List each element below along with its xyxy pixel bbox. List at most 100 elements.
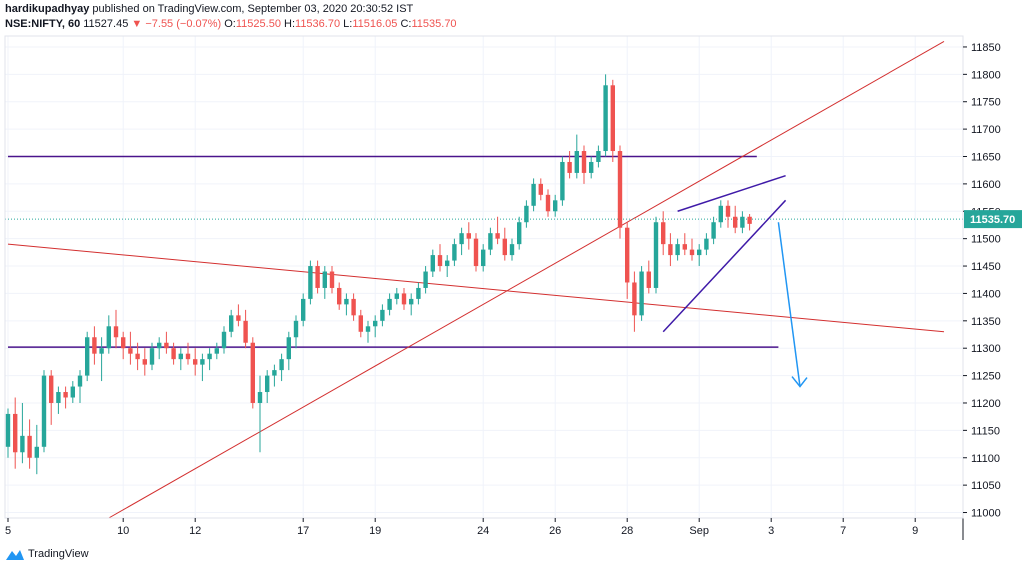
candle-body bbox=[315, 266, 320, 288]
price-tick-label: 11050 bbox=[971, 480, 1001, 492]
candle bbox=[193, 348, 198, 376]
candle bbox=[337, 282, 342, 310]
candle bbox=[272, 364, 277, 387]
candles bbox=[5, 74, 752, 475]
trend-line bbox=[7, 243, 945, 333]
candle bbox=[675, 238, 680, 261]
candle bbox=[531, 178, 536, 212]
candle bbox=[473, 233, 479, 272]
candle-body bbox=[257, 392, 263, 403]
close-value: 11535.70 bbox=[411, 18, 457, 30]
high-value: 11536.70 bbox=[295, 18, 341, 30]
candle-body bbox=[625, 227, 630, 283]
candle-body bbox=[740, 216, 745, 228]
candle-body bbox=[481, 249, 486, 267]
candle-body bbox=[718, 205, 723, 223]
time-tick-label: 3 bbox=[768, 525, 774, 537]
candle bbox=[625, 222, 630, 299]
time-tick-label: 26 bbox=[549, 525, 561, 537]
candle-body bbox=[243, 320, 248, 343]
candle bbox=[85, 331, 90, 382]
publisher-name[interactable]: hardikupadhyay bbox=[5, 3, 90, 15]
candle-body bbox=[27, 435, 32, 458]
candle-body bbox=[113, 326, 119, 338]
candle bbox=[293, 315, 299, 349]
price-tick-label: 11400 bbox=[971, 288, 1001, 300]
time-tick-label: 12 bbox=[189, 525, 201, 537]
candle-body bbox=[358, 315, 363, 332]
candle-body bbox=[589, 161, 594, 173]
trend-line bbox=[108, 41, 945, 519]
candle bbox=[373, 315, 378, 338]
time-tick-label: 5 bbox=[5, 525, 11, 537]
candle bbox=[401, 287, 407, 310]
candle-body bbox=[149, 348, 155, 365]
candle bbox=[725, 200, 731, 228]
candle bbox=[639, 266, 644, 321]
candle-body bbox=[517, 222, 522, 245]
candle bbox=[394, 287, 399, 305]
candle bbox=[718, 200, 723, 228]
price-tick-label: 11150 bbox=[971, 425, 1000, 437]
candle-body bbox=[185, 353, 191, 360]
time-tick-label: Sep bbox=[689, 525, 709, 537]
candle bbox=[279, 353, 284, 382]
candle-body bbox=[452, 244, 457, 261]
candle-body bbox=[63, 392, 68, 398]
candle-body bbox=[704, 238, 709, 250]
candle bbox=[617, 145, 623, 239]
forecast-arrow-line bbox=[777, 222, 801, 387]
candle-body bbox=[495, 233, 500, 239]
candle bbox=[632, 271, 637, 332]
price-tick-label: 11700 bbox=[971, 124, 1001, 136]
candle bbox=[329, 266, 335, 294]
time-tick-label: 10 bbox=[117, 525, 129, 537]
candle-body bbox=[646, 271, 651, 288]
candle bbox=[538, 178, 543, 201]
candle-body bbox=[5, 413, 11, 447]
time-tick-label: 9 bbox=[912, 525, 918, 537]
candle bbox=[682, 233, 687, 256]
candle bbox=[207, 348, 212, 371]
time-tick-label: 19 bbox=[369, 525, 381, 537]
candle bbox=[351, 293, 356, 321]
time-tick-label: 7 bbox=[840, 525, 846, 537]
close-label: C: bbox=[400, 18, 412, 30]
candle bbox=[488, 227, 493, 256]
change-text: −7.55 (−0.07%) bbox=[145, 18, 222, 30]
candle bbox=[243, 309, 248, 349]
price-tick-label: 11600 bbox=[971, 179, 1001, 191]
down-triangle-icon: ▼ bbox=[131, 18, 143, 30]
candle bbox=[121, 331, 126, 360]
candle bbox=[409, 293, 414, 316]
candle bbox=[171, 342, 176, 365]
footer-brand[interactable]: TradingView bbox=[28, 548, 89, 560]
candle-body bbox=[416, 287, 421, 299]
time-tick-label: 28 bbox=[621, 525, 633, 537]
candle bbox=[34, 424, 39, 475]
candle bbox=[704, 233, 709, 256]
candle bbox=[20, 402, 25, 464]
candle bbox=[63, 386, 68, 409]
candle bbox=[747, 214, 752, 231]
candle bbox=[322, 266, 327, 299]
candle bbox=[603, 74, 608, 157]
candle bbox=[221, 326, 227, 354]
candle bbox=[315, 260, 320, 294]
candle-body bbox=[171, 348, 176, 360]
candle-body bbox=[272, 370, 277, 376]
candle bbox=[711, 216, 716, 245]
candle-body bbox=[733, 216, 738, 228]
candle-body bbox=[250, 342, 255, 403]
candle-body bbox=[617, 151, 623, 228]
price-tick-label: 11250 bbox=[971, 371, 1001, 383]
candle bbox=[128, 331, 133, 365]
candle bbox=[445, 255, 450, 277]
price-tick-label: 11500 bbox=[971, 234, 1001, 246]
candle-body bbox=[473, 238, 479, 267]
time-tick-label: 24 bbox=[477, 525, 489, 537]
chart-annotations bbox=[662, 174, 808, 388]
candle-body bbox=[99, 348, 104, 354]
candle-body bbox=[293, 320, 299, 338]
